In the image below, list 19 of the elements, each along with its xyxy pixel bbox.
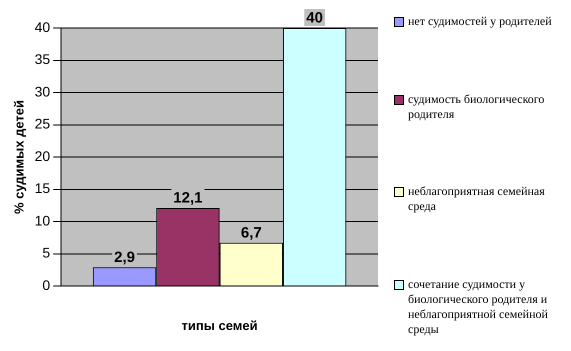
y-tick-label: 35 (34, 51, 50, 68)
legend-label: неблагоприятная семейная среда (408, 184, 546, 214)
y-tick-label: 30 (34, 83, 50, 100)
data-label: 12,1 (173, 190, 203, 207)
data-label: 6,7 (240, 224, 262, 242)
data-label: 40 (306, 10, 323, 27)
y-tick-label: 0 (42, 276, 50, 293)
legend-label: нет судимостей у родителей (408, 14, 552, 29)
y-tick-label: 5 (42, 244, 50, 261)
y-tick-label: 40 (34, 18, 50, 35)
data-label: 2,9 (114, 248, 135, 266)
y-tick-label: 25 (34, 116, 50, 132)
legend-label: судимость биологического родителя (408, 92, 546, 122)
y-axis-title: % судимых детей (11, 100, 26, 214)
y-tick-label: 20 (34, 148, 50, 164)
y-tick-label: 10 (34, 212, 50, 228)
y-tick-label: 15 (34, 180, 50, 196)
legend-label: сочетание судимости у биологического родителя и неблагоприятной семейной среды (408, 276, 549, 337)
x-axis-title: типы семей (182, 318, 258, 333)
